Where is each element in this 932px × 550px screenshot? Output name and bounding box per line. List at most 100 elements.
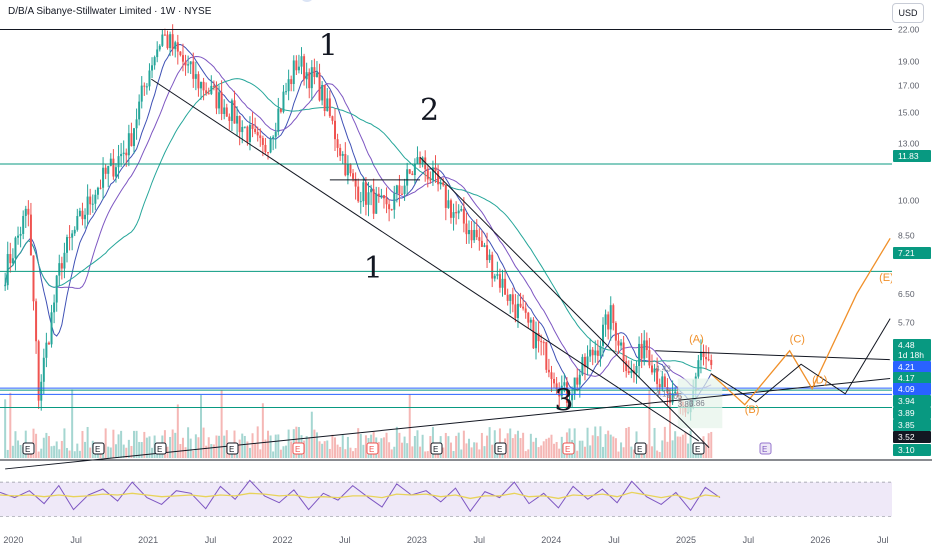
candle: [511, 294, 514, 305]
volume-bar: [710, 431, 713, 458]
volume-bar: [318, 441, 321, 458]
volume-bar: [9, 392, 12, 458]
volume-bar: [349, 447, 352, 458]
volume-bar: [542, 441, 545, 458]
candle: [236, 115, 239, 124]
time-tick: 2020: [3, 535, 23, 545]
volume-bar: [133, 430, 136, 458]
wave-label: (E): [879, 272, 894, 284]
volume-bar: [449, 442, 452, 458]
candle: [576, 377, 579, 385]
candle: [305, 72, 308, 80]
candle: [578, 374, 581, 385]
candle: [148, 70, 151, 87]
volume-bar: [42, 437, 45, 458]
earnings-marker-label: E: [157, 445, 162, 454]
price-label: 4.17: [898, 373, 915, 383]
candle: [346, 163, 349, 176]
candle: [91, 203, 94, 205]
candle: [697, 360, 700, 377]
candle: [413, 164, 416, 176]
volume-bar: [112, 429, 115, 458]
volume-bar: [315, 432, 318, 458]
volume-bar: [645, 444, 648, 458]
candle: [107, 165, 110, 174]
candle: [627, 371, 630, 374]
volume-bar: [553, 443, 556, 458]
candle: [334, 120, 337, 140]
volume-bar: [122, 444, 125, 458]
candle: [468, 230, 471, 235]
candle: [212, 85, 215, 87]
volume-bar: [488, 427, 491, 458]
volume-bar: [104, 428, 107, 458]
volume-bar: [491, 444, 494, 458]
volume-bar: [135, 430, 138, 458]
candle: [200, 81, 203, 89]
volume-bar: [58, 449, 61, 458]
candle: [622, 342, 625, 362]
candle: [542, 342, 545, 344]
candle: [491, 254, 494, 279]
volume-bar: [184, 447, 187, 458]
candle: [390, 209, 393, 211]
currency-button[interactable]: USD: [892, 3, 924, 23]
candle: [370, 189, 373, 193]
volume-bar: [442, 447, 445, 458]
candle: [29, 214, 32, 256]
candle: [277, 108, 280, 132]
volume-bar: [560, 436, 563, 458]
candle: [323, 84, 326, 111]
moving-average-line: [4, 55, 712, 390]
candle: [449, 200, 452, 218]
volume-bar: [447, 436, 450, 458]
candle: [354, 178, 357, 187]
candle: [272, 136, 275, 140]
volume-bar: [205, 445, 208, 458]
rsi-band: [0, 482, 892, 517]
candle: [248, 124, 251, 142]
volume-bar: [272, 451, 275, 458]
volume-bar: [63, 428, 66, 458]
candle: [104, 167, 107, 174]
volume-bar: [66, 447, 69, 458]
price-label: 4.21: [898, 362, 915, 372]
volume-bar: [586, 427, 589, 458]
candle: [547, 369, 550, 373]
candle: [488, 254, 491, 261]
volume-bar: [151, 447, 154, 458]
candle: [11, 258, 14, 264]
volume-bar: [419, 446, 422, 458]
candle: [475, 229, 478, 238]
volume-bar: [207, 437, 210, 458]
candle: [522, 306, 525, 309]
candle: [401, 193, 404, 195]
moving-average-line: [4, 43, 712, 402]
candle: [452, 212, 455, 218]
earnings-marker: [154, 442, 167, 455]
candle: [220, 92, 223, 115]
volume-bar: [581, 440, 584, 458]
volume-bar: [6, 449, 9, 458]
candle: [563, 382, 566, 386]
earnings-marker-label: E: [295, 445, 300, 454]
volume-bar: [679, 436, 682, 458]
volume-bar: [663, 426, 666, 458]
volume-bar: [40, 448, 43, 458]
price-label-bg: [893, 407, 931, 419]
volume-bar: [339, 446, 342, 458]
candle: [73, 229, 76, 234]
earnings-marker-label: E: [565, 445, 570, 454]
volume-bar: [596, 436, 599, 458]
volume-bar: [527, 449, 530, 458]
volume-bar: [73, 451, 76, 458]
volume-bar: [468, 438, 471, 458]
volume-bar: [264, 439, 267, 458]
volume-bar: [346, 436, 349, 458]
volume-bar: [364, 435, 367, 458]
candle: [243, 126, 246, 128]
price-label: 3.89: [898, 408, 915, 418]
volume-bar: [192, 450, 195, 458]
candle: [328, 98, 331, 117]
